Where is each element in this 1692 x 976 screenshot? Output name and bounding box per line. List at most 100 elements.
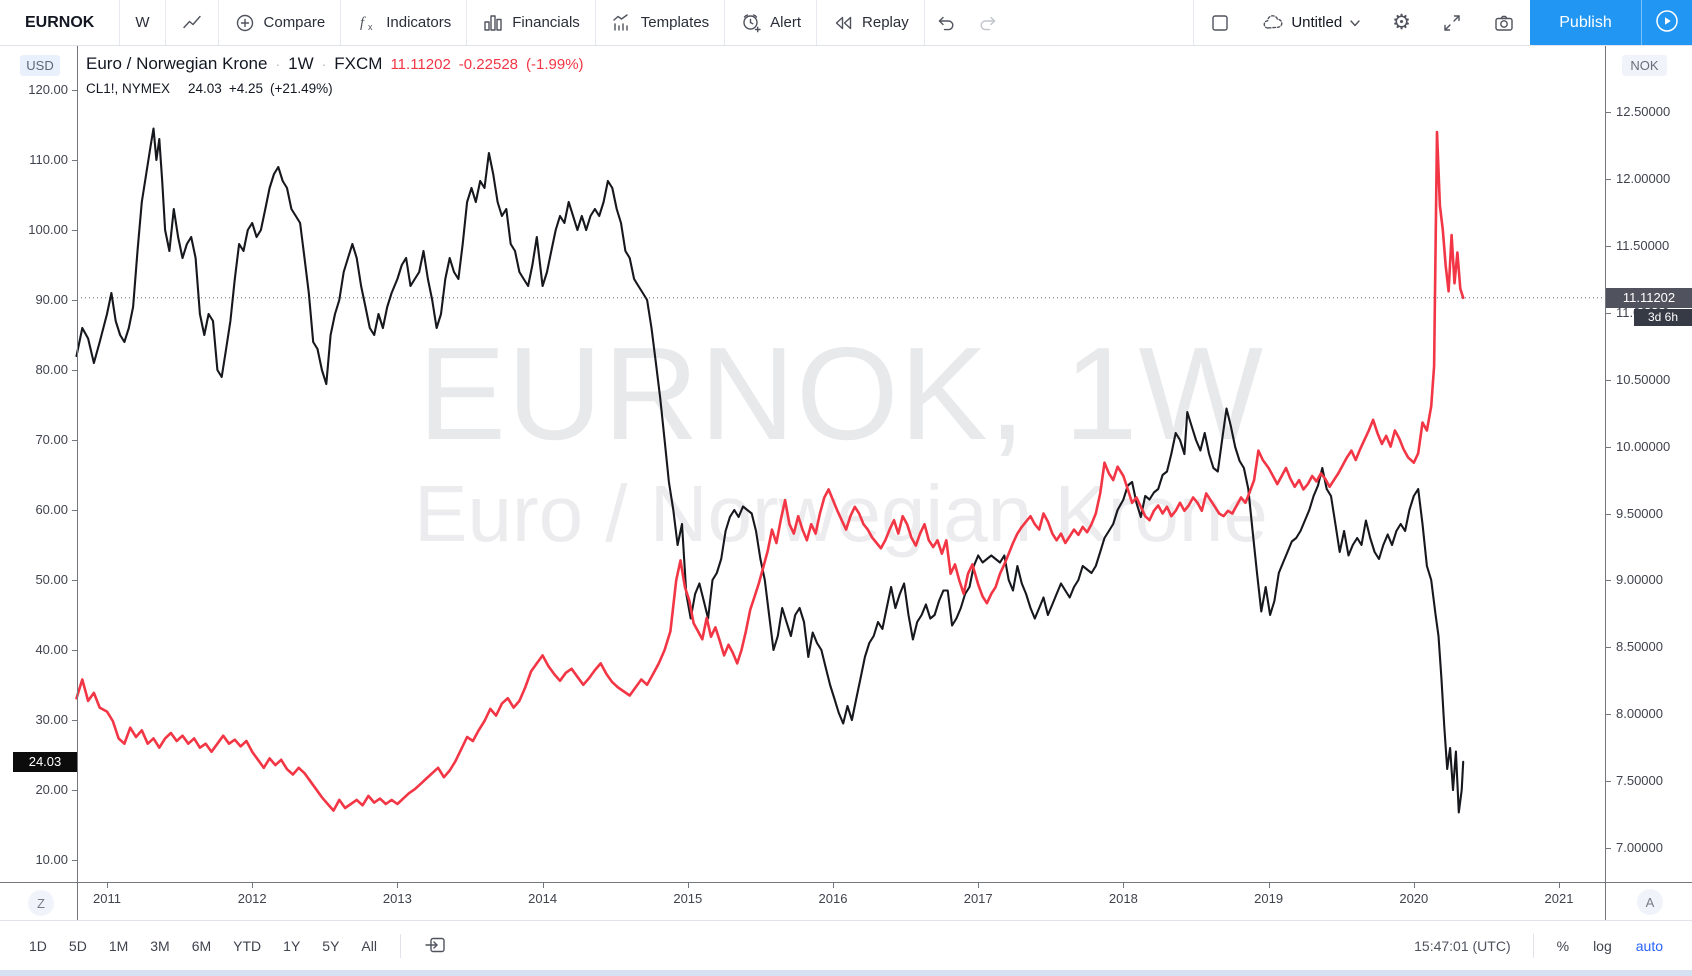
overlay-series-last: 24.03	[188, 81, 222, 96]
legend-overlay-series[interactable]: CL1!, NYMEX 24.03 +4.25 (+21.49%)	[86, 81, 584, 96]
financials-label: Financials	[512, 14, 580, 31]
left-axis-tick: 90.00	[35, 292, 68, 307]
left-axis-currency-badge[interactable]: USD	[20, 55, 60, 76]
bottom-separator	[1532, 934, 1534, 958]
time-axis-tick: 2019	[1254, 891, 1284, 906]
goto-date-button[interactable]	[413, 921, 459, 971]
left-axis-tick: 60.00	[35, 502, 68, 517]
range-button-5y[interactable]: 5Y	[311, 921, 350, 971]
range-button-all[interactable]: All	[350, 921, 388, 971]
right-price-scale[interactable]: 12.5000012.0000011.5000011.0000010.50000…	[1605, 45, 1692, 920]
overlay-series-change-pct: (+21.49%)	[270, 81, 333, 96]
scale-z-button[interactable]: Z	[28, 890, 54, 916]
save-layout-button[interactable]: Untitled	[1246, 0, 1377, 45]
legend-dot: ·	[275, 56, 281, 72]
layout-button[interactable]	[1194, 0, 1246, 45]
bar-chart-icon	[482, 12, 504, 34]
range-button-1m[interactable]: 1M	[98, 921, 139, 971]
range-button-1y[interactable]: 1Y	[272, 921, 311, 971]
legend-dot: ·	[321, 56, 327, 72]
financials-button[interactable]: Financials	[467, 0, 595, 45]
right-axis-tick: 11.50000	[1616, 237, 1670, 253]
log-scale-button[interactable]: log	[1582, 921, 1623, 971]
range-button-6m[interactable]: 6M	[181, 921, 222, 971]
rewind-icon	[832, 12, 854, 34]
snapshot-button[interactable]	[1478, 0, 1530, 45]
play-circle-icon	[1654, 8, 1680, 37]
time-axis-tick: 2016	[818, 891, 848, 906]
svg-text:x: x	[368, 22, 373, 32]
legend: Euro / Norwegian Krone · 1W · FXCM 11.11…	[86, 54, 584, 96]
undo-button[interactable]	[925, 0, 967, 45]
range-button-3m[interactable]: 3M	[139, 921, 180, 971]
left-price-scale[interactable]: 120.00 110.00 100.00 90.00 80.00 70.00 60.00 50…	[0, 45, 78, 920]
time-axis-tick: 2018	[1108, 891, 1138, 906]
time-scale[interactable]: 2011 2012 2013 2014 2015 2016 2017 2018 2019 2020…	[0, 882, 1692, 921]
range-group: 1D 5D 1M 3M 6M YTD 1Y 5Y All	[0, 921, 459, 971]
undo-icon	[935, 12, 957, 34]
percent-scale-button[interactable]: %	[1546, 921, 1580, 971]
left-axis-tick: 100.00	[28, 222, 68, 237]
scale-auto-button[interactable]: A	[1637, 889, 1663, 915]
interval-button[interactable]: W	[120, 0, 164, 45]
toolbar-separator	[119, 0, 121, 45]
toolbar-separator	[816, 0, 818, 45]
redo-icon	[977, 12, 999, 34]
left-axis-tick: 10.00	[35, 852, 68, 867]
toolbar-separator	[466, 0, 468, 45]
publish-group: Publish	[1530, 0, 1692, 45]
time-axis-tick: 2011	[93, 891, 121, 906]
auto-scale-button[interactable]: auto	[1625, 921, 1674, 971]
range-button-1d[interactable]: 1D	[18, 921, 58, 971]
right-axis-tick: 9.50000	[1616, 505, 1663, 521]
alert-button[interactable]: Alert	[725, 0, 816, 45]
right-axis-tick: 8.50000	[1616, 639, 1663, 655]
camera-icon	[1493, 12, 1515, 34]
compare-button[interactable]: Compare	[219, 0, 341, 45]
right-axis-currency-badge[interactable]: NOK	[1622, 55, 1667, 76]
settings-button[interactable]: ⚙	[1377, 0, 1426, 45]
current-price-label: 11.11202	[1606, 287, 1692, 308]
line-chart-icon	[181, 12, 203, 34]
window-edge-strip	[0, 970, 1692, 976]
replay-button[interactable]: Replay	[817, 0, 924, 45]
clock[interactable]: 15:47:01 (UTC)	[1414, 938, 1511, 954]
fullscreen-button[interactable]	[1426, 0, 1478, 45]
bottom-right-group: 15:47:01 (UTC) % log auto	[1404, 921, 1692, 971]
left-axis-tick: 30.00	[35, 712, 68, 727]
left-axis-tick: 110.00	[29, 152, 68, 167]
chart-style-button[interactable]	[166, 0, 218, 45]
publish-button[interactable]: Publish	[1530, 0, 1641, 45]
range-button-ytd[interactable]: YTD	[222, 921, 272, 971]
overlay-series-change: +4.25	[228, 81, 263, 96]
goto-date-icon	[424, 937, 448, 959]
time-axis-tick: 2012	[237, 891, 267, 906]
toolbar-separator	[923, 0, 925, 45]
toolbar-separator	[217, 0, 219, 45]
overlay-price-label: 24.03	[13, 751, 77, 772]
right-axis-tick: 7.50000	[1616, 773, 1663, 789]
toolbar-separator	[594, 0, 596, 45]
compare-label: Compare	[263, 14, 326, 31]
templates-button[interactable]: Templates	[596, 0, 724, 45]
cloud-icon	[1261, 12, 1285, 34]
publish-separator	[1641, 0, 1642, 45]
left-axis-tick: 50.00	[35, 572, 68, 587]
alert-label: Alert	[770, 14, 802, 31]
toolbar-separator	[340, 0, 342, 45]
redo-button[interactable]	[967, 0, 1009, 45]
toolbar-separator	[164, 0, 166, 45]
cl1-nymex-line	[75, 127, 1465, 814]
right-axis-tick: 12.00000	[1616, 170, 1671, 186]
range-button-5d[interactable]: 5D	[58, 921, 98, 971]
publish-play-button[interactable]	[1642, 0, 1692, 45]
time-axis-tick: 2021	[1544, 891, 1574, 906]
legend-main-series[interactable]: Euro / Norwegian Krone · 1W · FXCM 11.11…	[86, 54, 584, 74]
main-series-last: 11.11202	[390, 56, 451, 73]
bar-countdown-label: 3d 6h	[1634, 308, 1692, 326]
symbol-search-button[interactable]: EURNOK	[0, 0, 119, 45]
